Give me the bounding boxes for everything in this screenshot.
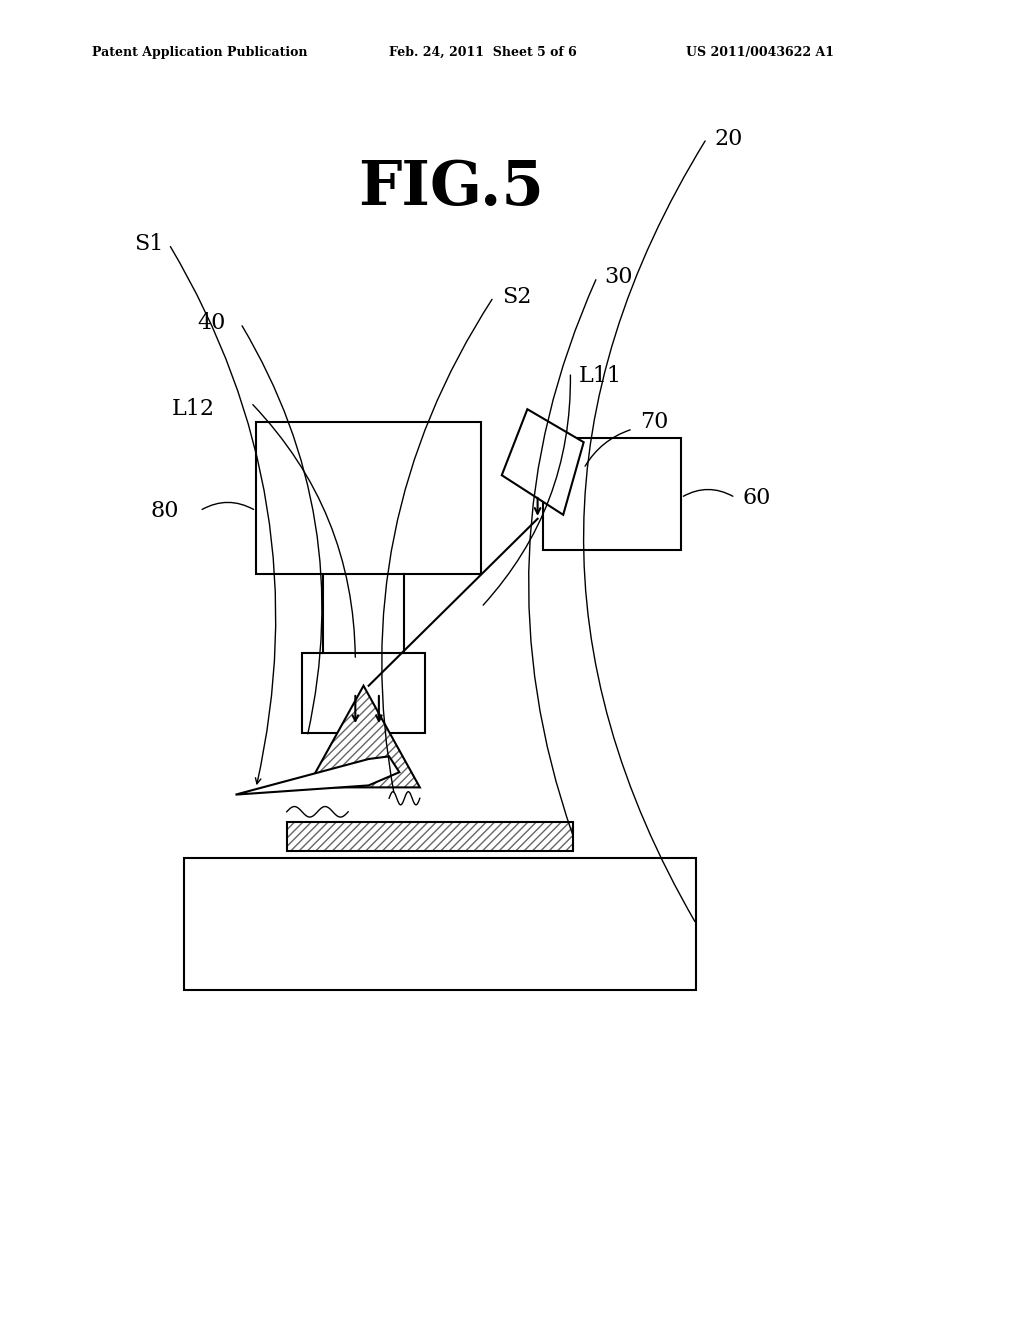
FancyBboxPatch shape xyxy=(302,653,425,733)
Text: Patent Application Publication: Patent Application Publication xyxy=(92,46,307,59)
FancyBboxPatch shape xyxy=(287,822,573,851)
Polygon shape xyxy=(502,409,584,515)
Text: 20: 20 xyxy=(715,128,743,149)
Text: S2: S2 xyxy=(502,286,531,308)
Text: 30: 30 xyxy=(604,267,633,288)
Text: Feb. 24, 2011  Sheet 5 of 6: Feb. 24, 2011 Sheet 5 of 6 xyxy=(389,46,577,59)
FancyBboxPatch shape xyxy=(543,438,681,550)
Text: L12: L12 xyxy=(172,399,215,420)
Text: FIG.5: FIG.5 xyxy=(358,158,545,218)
Text: S1: S1 xyxy=(134,234,164,255)
Text: 70: 70 xyxy=(640,412,669,433)
Polygon shape xyxy=(307,686,420,787)
Text: 80: 80 xyxy=(151,500,179,521)
FancyBboxPatch shape xyxy=(184,858,696,990)
FancyBboxPatch shape xyxy=(256,422,481,574)
Text: L11: L11 xyxy=(579,366,622,387)
Text: 60: 60 xyxy=(742,487,771,508)
Text: 40: 40 xyxy=(197,313,225,334)
Text: US 2011/0043622 A1: US 2011/0043622 A1 xyxy=(686,46,835,59)
Polygon shape xyxy=(236,756,399,795)
